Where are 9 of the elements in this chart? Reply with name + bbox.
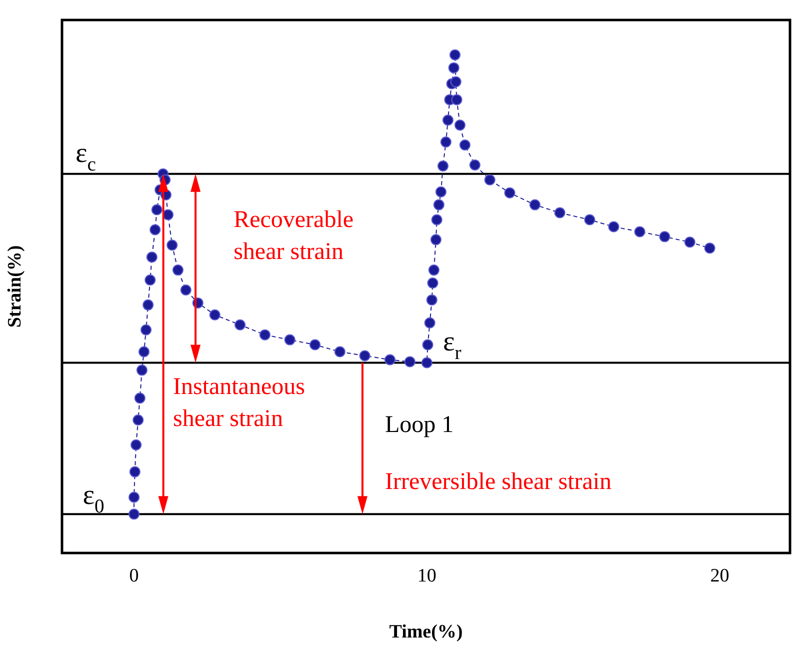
annotation: Loop 1 bbox=[385, 410, 455, 440]
x-axis-title: Time(%) bbox=[389, 622, 463, 643]
y-axis-title: Strain(%) bbox=[4, 245, 26, 328]
annotation: Irreversible shear strain bbox=[385, 468, 613, 497]
x-tick-label: 10 bbox=[417, 565, 436, 586]
annotation: Recoverable shear strain bbox=[234, 206, 355, 268]
annotation: Instantaneous shear strain bbox=[172, 373, 306, 434]
x-tick-label: 20 bbox=[710, 565, 730, 586]
x-tick-label: 0 bbox=[129, 565, 139, 586]
